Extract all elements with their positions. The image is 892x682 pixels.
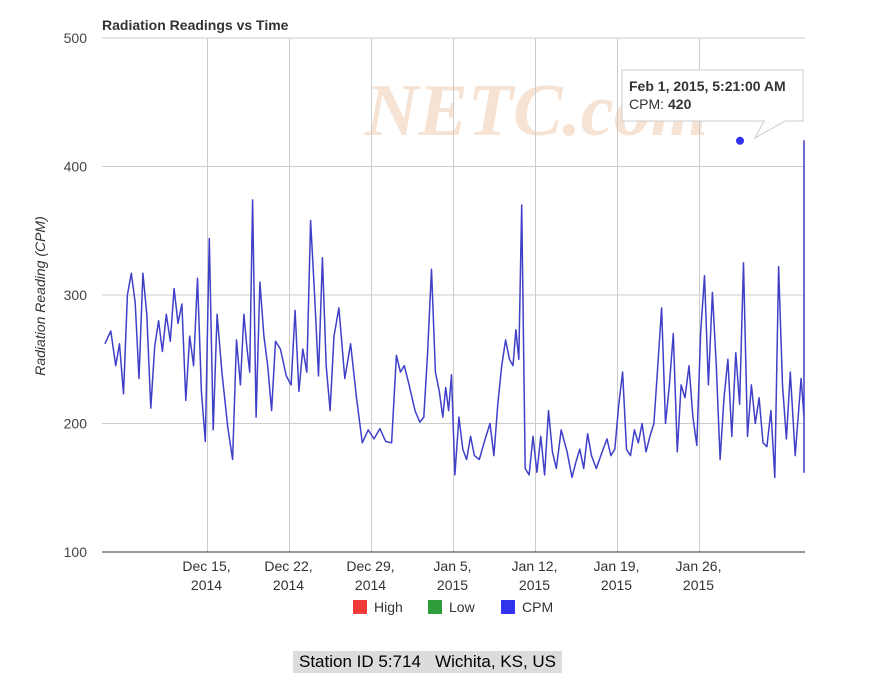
highlighted-point [735,135,745,146]
tooltip-box [621,69,804,140]
legend-swatch-low [428,600,442,614]
x-tick-label: Jan 12, [512,558,558,574]
tooltip: Feb 1, 2015, 5:21:00 AM CPM: 420 [621,69,804,140]
tooltip-value-line: CPM: 420 [629,96,692,112]
y-axis-ticks: 100 200 300 400 500 [64,30,88,560]
series-group [104,135,805,479]
y-tick-label: 200 [64,416,88,432]
y-axis-label: Radiation Reading (CPM) [32,216,48,376]
y-tick-label: 400 [64,159,88,175]
legend-label-high: High [374,599,403,615]
tooltip-timestamp: Feb 1, 2015, 5:21:00 AM [629,78,786,94]
x-tick-label: Dec 29, [346,558,394,574]
y-tick-label: 500 [64,30,88,46]
tooltip-label: CPM: [629,96,664,112]
x-tick-year: 2015 [601,577,632,593]
x-tick-label: Dec 15, [182,558,230,574]
x-tick-label: Jan 26, [676,558,722,574]
y-tick-label: 100 [64,544,88,560]
x-tick-year: 2014 [191,577,222,593]
y-tick-label: 300 [64,287,88,303]
x-tick-year: 2014 [273,577,304,593]
x-tick-year: 2015 [437,577,468,593]
x-tick-label: Dec 22, [264,558,312,574]
x-tick-year: 2015 [683,577,714,593]
legend-label-low: Low [449,599,476,615]
tooltip-value: 420 [668,96,692,112]
x-tick-year: 2014 [355,577,386,593]
x-tick-label: Jan 19, [594,558,640,574]
station-caption: Station ID 5:714 Wichita, KS, US [293,651,563,673]
legend-label-cpm: CPM [522,599,553,615]
chart-title: Radiation Readings vs Time [102,17,289,33]
x-tick-year: 2015 [519,577,550,593]
x-tick-label: Jan 5, [433,558,471,574]
x-axis-ticks: Dec 15, 2014 Dec 22, 2014 Dec 29, 2014 Jan 5, 2… [182,558,721,593]
cpm-series-line [104,140,805,479]
legend-swatch-cpm [501,600,515,614]
legend-swatch-high [353,600,367,614]
legend: High Low CPM [353,599,553,615]
gridlines [102,37,805,552]
